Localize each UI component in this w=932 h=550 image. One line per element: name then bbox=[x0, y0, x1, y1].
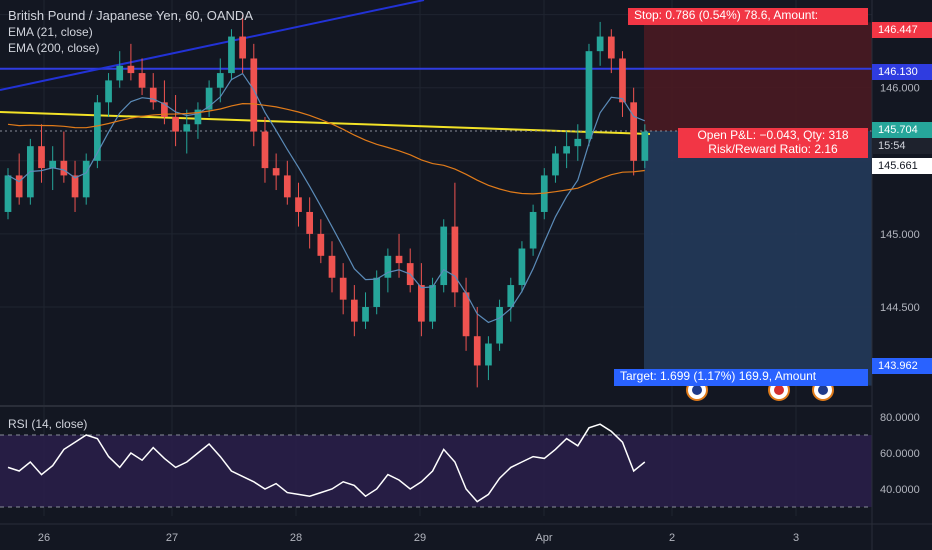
candle-body-22 bbox=[250, 58, 258, 132]
rsi-line bbox=[7, 423, 646, 503]
candle-body-32 bbox=[362, 306, 369, 322]
candle-body-46 bbox=[518, 248, 526, 286]
candle-body-52 bbox=[585, 51, 593, 139]
candle-body-7 bbox=[82, 160, 90, 198]
time-tick-label-6: 3 bbox=[793, 532, 799, 544]
rsi-band bbox=[0, 435, 872, 507]
candle-body-10 bbox=[116, 65, 124, 81]
time-tick-label-3: 29 bbox=[414, 532, 426, 544]
candle-body-14 bbox=[161, 102, 168, 117]
candle-body-3 bbox=[38, 146, 45, 169]
candle-body-25 bbox=[283, 175, 291, 198]
legend-ema200: EMA (200, close) bbox=[8, 41, 100, 55]
blue-line-price-tag: 146.130 bbox=[872, 64, 932, 80]
candle-body-43 bbox=[485, 343, 492, 366]
ema-lines bbox=[7, 72, 646, 324]
candle-body-24 bbox=[272, 168, 280, 176]
candle-body-30 bbox=[339, 277, 347, 300]
candle-body-29 bbox=[328, 255, 336, 278]
candle-body-35 bbox=[395, 255, 403, 264]
drawn-lines bbox=[0, 0, 872, 135]
price-tick-label-0: 146.000 bbox=[880, 83, 920, 95]
candle-body-50 bbox=[563, 146, 570, 154]
candle-body-0 bbox=[4, 175, 12, 212]
candle-body-33 bbox=[373, 277, 381, 307]
candle-body-8 bbox=[94, 102, 101, 161]
candle-body-18 bbox=[205, 87, 213, 110]
candle-body-34 bbox=[384, 255, 392, 278]
price-tick-label-1: 145.000 bbox=[880, 229, 920, 241]
uk-event-icon-2-center bbox=[818, 385, 828, 395]
time-tick-label-1: 27 bbox=[166, 532, 178, 544]
candle-body-20 bbox=[228, 36, 235, 74]
uk-event-icon-center bbox=[692, 385, 702, 395]
stop-label[interactable]: Stop: 0.786 (0.54%) 78.6, Amount: bbox=[628, 8, 868, 25]
target-label[interactable]: Target: 1.699 (1.17%) 169.9, Amount bbox=[614, 369, 868, 386]
candle-body-5 bbox=[60, 160, 68, 176]
candle-body-57 bbox=[641, 131, 649, 161]
candle-body-23 bbox=[261, 131, 269, 169]
candle-body-12 bbox=[138, 73, 146, 88]
candle-body-26 bbox=[295, 197, 302, 212]
candle-body-9 bbox=[105, 80, 112, 103]
candle-body-17 bbox=[194, 109, 202, 125]
candle-body-44 bbox=[496, 306, 503, 344]
candle-body-28 bbox=[317, 233, 325, 256]
entry-price-tag: 145.661 bbox=[872, 158, 932, 174]
ema200-line bbox=[7, 102, 645, 195]
candle-body-47 bbox=[529, 211, 537, 249]
rsi-tick-label-0: 80.0000 bbox=[880, 412, 920, 424]
candle-body-49 bbox=[552, 153, 559, 176]
candle-body-38 bbox=[429, 285, 436, 322]
rsi-tick-label-2: 40.0000 bbox=[880, 484, 920, 496]
risk-reward-label: Risk/Reward Ratio: 2.16 bbox=[708, 142, 838, 156]
candle-body-15 bbox=[172, 116, 179, 132]
time-tick-label-4: Apr bbox=[535, 532, 552, 544]
candle-body-21 bbox=[239, 36, 246, 59]
legend-ema21: EMA (21, close) bbox=[8, 25, 93, 39]
candle-body-55 bbox=[619, 58, 626, 103]
candle-body-51 bbox=[574, 138, 582, 147]
candle-body-42 bbox=[473, 336, 481, 366]
price-tick-label-2: 144.500 bbox=[880, 302, 920, 314]
position-zones bbox=[644, 22, 872, 386]
legend-rsi: RSI (14, close) bbox=[8, 417, 88, 431]
time-tick-label-5: 2 bbox=[669, 532, 675, 544]
candle-body-41 bbox=[462, 292, 470, 337]
legend: British Pound / Japanese Yen, 60, OANDA … bbox=[8, 8, 253, 56]
candle-body-11 bbox=[127, 65, 135, 74]
jp-event-icon-center bbox=[774, 385, 784, 395]
price-axis-panel bbox=[872, 0, 932, 550]
candle-body-45 bbox=[507, 285, 515, 307]
time-tick-label-2: 28 bbox=[290, 532, 302, 544]
candle-body-16 bbox=[183, 124, 191, 132]
candle-body-13 bbox=[149, 87, 157, 103]
candle-body-27 bbox=[306, 211, 314, 234]
candle-body-56 bbox=[630, 102, 638, 161]
candle-body-1 bbox=[15, 175, 23, 198]
rsi-pane bbox=[0, 405, 872, 508]
legend-title: British Pound / Japanese Yen, 60, OANDA bbox=[8, 8, 253, 23]
candle-body-31 bbox=[350, 299, 358, 322]
candle-body-40 bbox=[451, 226, 459, 293]
pnl-box[interactable]: Open P&L: −0.043, Qty: 318 Risk/Reward R… bbox=[678, 128, 868, 158]
candle-body-19 bbox=[216, 73, 224, 88]
candle-body-6 bbox=[71, 175, 79, 198]
candle-body-39 bbox=[440, 226, 448, 286]
candle-body-53 bbox=[596, 36, 604, 52]
rsi-tick-label-1: 60.0000 bbox=[880, 448, 920, 460]
candle-body-4 bbox=[49, 160, 57, 169]
candle-body-54 bbox=[607, 36, 615, 59]
stop-zone bbox=[644, 22, 872, 131]
target-zone bbox=[644, 130, 872, 386]
stop-price-tag: 146.447 bbox=[872, 22, 932, 38]
countdown-tag: 15:54 bbox=[872, 138, 932, 154]
pnl-label: Open P&L: −0.043, Qty: 318 bbox=[697, 128, 849, 142]
candle-body-37 bbox=[418, 285, 425, 322]
target-price-tag: 143.962 bbox=[872, 358, 932, 374]
trend-line bbox=[0, 0, 425, 91]
current-price-tag: 145.704 bbox=[872, 122, 932, 138]
time-tick-label-0: 26 bbox=[38, 532, 50, 544]
